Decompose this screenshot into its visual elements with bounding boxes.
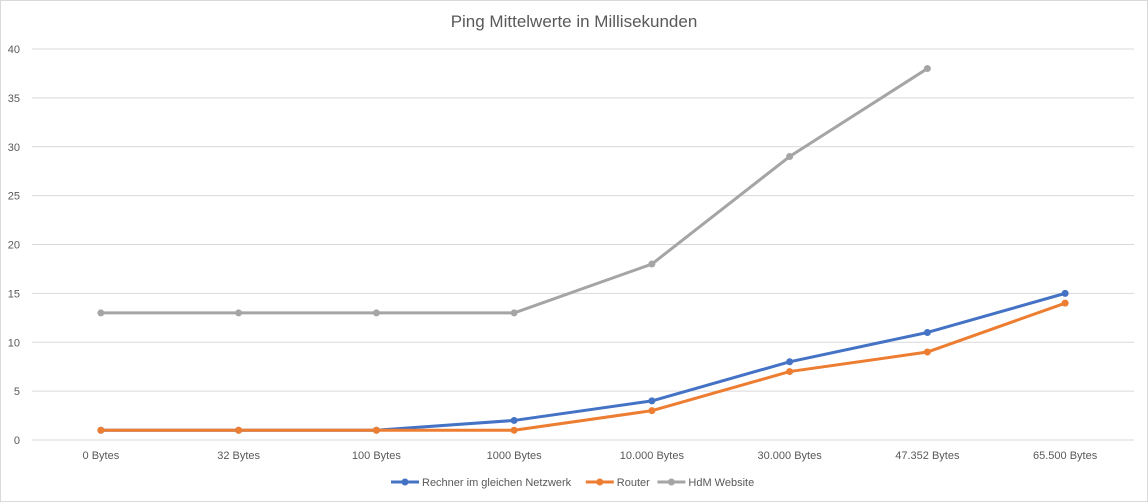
data-point [235,426,243,434]
data-point [97,426,105,434]
y-tick-label: 40 [8,44,20,56]
y-axis-ticks: 0 5 10 15 20 25 30 35 40 [8,44,20,447]
data-point [923,348,931,356]
y-tick-label: 10 [8,337,20,349]
x-axis-ticks: 0 Bytes 32 Bytes 100 Bytes 1000 Bytes 10.000… [83,450,1098,462]
data-point [786,153,794,161]
chart-title: Ping Mittelwerte in Millisekunden [451,12,698,31]
x-tick-label: 47.352 Bytes [895,450,960,462]
x-tick-label: 100 Bytes [352,450,401,462]
y-tick-label: 5 [14,386,20,398]
data-point [235,309,243,317]
data-point [648,397,656,405]
series-line-1 [99,301,1067,432]
gridlines [32,48,1134,441]
y-tick-label: 15 [8,288,20,300]
data-point [510,416,518,424]
data-point [1061,289,1069,297]
y-tick-label: 25 [8,191,20,203]
series-points [97,65,1069,434]
x-tick-label: 32 Bytes [217,450,260,462]
x-tick-label: 0 Bytes [83,450,120,462]
series-lines [99,67,1067,432]
x-tick-label: 65.500 Bytes [1033,450,1098,462]
data-point [923,328,931,336]
legend-label: HdM Website [688,477,754,489]
data-point [786,358,794,366]
data-point [372,309,380,317]
data-point [648,407,656,415]
data-point [372,426,380,434]
data-point [510,426,518,434]
legend-marker [401,478,409,486]
data-point [1061,299,1069,307]
data-point [786,368,794,376]
data-point [923,65,931,73]
legend-marker [667,478,675,486]
y-tick-label: 35 [8,93,20,105]
legend-label: Rechner im gleichen Netzwerk [422,477,572,489]
data-point [510,309,518,317]
legend: Rechner im gleichen Netzwerk Router HdM We… [391,477,754,489]
x-tick-label: 10.000 Bytes [620,450,685,462]
y-tick-label: 0 [14,435,20,447]
data-point [97,309,105,317]
legend-label: Router [617,477,650,489]
y-tick-label: 30 [8,142,20,154]
x-tick-label: 1000 Bytes [487,450,543,462]
data-point [648,260,656,268]
series-line-2 [99,67,929,315]
x-tick-label: 30.000 Bytes [758,450,823,462]
legend-marker [596,478,604,486]
y-tick-label: 20 [8,240,20,252]
